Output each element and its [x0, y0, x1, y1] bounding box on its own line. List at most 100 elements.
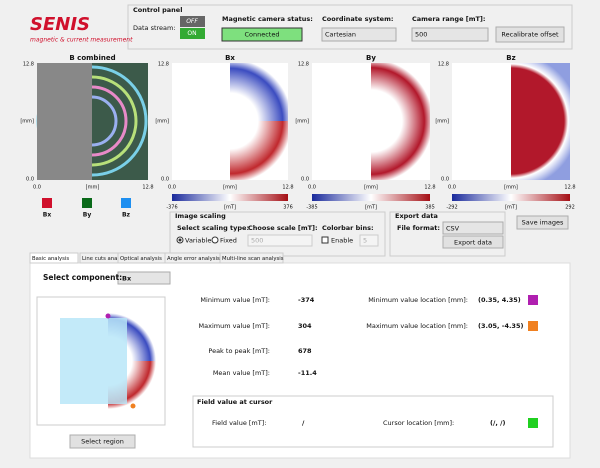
status-box — [221, 27, 303, 42]
export-frame — [389, 211, 506, 257]
selected-region[interactable] — [60, 318, 127, 404]
tab[interactable] — [219, 252, 284, 264]
label: Field value [mT]: — [212, 419, 266, 427]
cursor-location: (/, /) — [490, 419, 505, 427]
colorbar-label: -292 — [446, 205, 457, 211]
x-axis-label: 0.0 — [448, 185, 456, 191]
colorbar-label: [mT] — [365, 205, 377, 211]
max-marker — [130, 403, 136, 409]
enable-checkbox[interactable] — [321, 236, 329, 244]
label: File format: — [397, 224, 440, 232]
stat-value: 304 — [298, 322, 312, 330]
x-axis-label: 12.8 — [142, 185, 153, 191]
y-axis-label: 0.0 — [441, 177, 449, 183]
dropdown-value[interactable]: CSV — [446, 225, 460, 233]
max-location-swatch — [528, 321, 538, 331]
tab-label[interactable]: Multi-line scan analysis — [222, 256, 284, 262]
stat-label: Mean value [mT]: — [213, 369, 270, 377]
legend-label: By — [83, 212, 92, 219]
toggle-label: ON — [187, 30, 196, 37]
dropdown-value[interactable]: 500 — [415, 31, 427, 39]
y-axis-label: [mm] — [20, 119, 34, 125]
section-title: Control panel — [133, 6, 182, 14]
section-title: Export data — [395, 212, 438, 220]
label: Cursor location [mm]: — [383, 419, 454, 427]
x-axis-label: 0.0 — [168, 185, 176, 191]
cursor-swatch — [528, 418, 538, 428]
y-axis-label: [mm] — [295, 119, 309, 125]
legend-swatch — [42, 198, 52, 208]
button-label[interactable]: Export data — [454, 239, 492, 247]
colorbar-label: 385 — [425, 205, 435, 211]
y-axis-label: 12.8 — [158, 62, 169, 68]
bins-spinbox[interactable] — [359, 234, 379, 247]
plot-title: B combined — [69, 54, 115, 62]
dropdown-value[interactable]: Cartesian — [325, 31, 356, 39]
section-title: Field value at cursor — [197, 398, 273, 406]
radio-label[interactable]: Variable — [185, 237, 211, 245]
x-axis-label: 0.0 — [33, 185, 41, 191]
x-axis-label: [mm] — [86, 185, 100, 191]
export-button[interactable] — [442, 235, 504, 249]
input-value[interactable]: 500 — [251, 237, 263, 245]
range-dropdown[interactable] — [411, 27, 489, 42]
checkbox-label[interactable]: Enable — [331, 237, 353, 245]
by-field — [371, 63, 430, 180]
colorbar-label: -376 — [166, 205, 177, 211]
legend-swatch — [82, 198, 92, 208]
button-label[interactable]: Select region — [81, 438, 124, 446]
control-panel-frame — [127, 4, 573, 50]
y-axis-label: [mm] — [435, 119, 449, 125]
select-region-button[interactable] — [69, 434, 136, 449]
plot-title: Bz — [506, 54, 515, 62]
dropdown-value[interactable]: Bx — [122, 275, 132, 283]
legend-swatch — [121, 198, 131, 208]
format-dropdown[interactable] — [442, 221, 504, 235]
y-axis-label: [mm] — [155, 119, 169, 125]
radio-label[interactable]: Fixed — [220, 237, 237, 245]
tab-label[interactable]: Optical analysis — [120, 256, 162, 262]
location-value: (3.05, -4.35) — [478, 322, 523, 330]
colorbar-label: [mT] — [224, 205, 236, 211]
legend-label: Bz — [122, 212, 131, 219]
location-label: Minimum value location [mm]: — [368, 296, 468, 304]
min-location-swatch — [528, 295, 538, 305]
bx-positive — [230, 121, 288, 180]
coordinate-dropdown[interactable] — [321, 27, 397, 42]
y-axis-label: 0.0 — [26, 177, 34, 183]
stat-label: Peak to peak [mT]: — [208, 347, 270, 355]
logo: SENIS — [30, 14, 90, 35]
recalibrate-button[interactable] — [495, 26, 565, 43]
y-axis-label: 12.8 — [438, 62, 449, 68]
stat-value: -11.4 — [298, 369, 317, 377]
stat-label: Minimum value [mT]: — [200, 296, 270, 304]
component-dropdown[interactable] — [117, 271, 171, 285]
stat-value: -374 — [298, 296, 315, 304]
tab-label[interactable]: Basic analysis — [32, 256, 69, 262]
x-axis-label: 12.8 — [564, 185, 575, 191]
toggle-on[interactable] — [180, 28, 205, 39]
x-axis-label: [mm] — [223, 185, 237, 191]
colorbar-label: 292 — [565, 205, 575, 211]
y-axis-label: 0.0 — [161, 177, 169, 183]
tab-label[interactable]: Angle error analysis — [167, 256, 220, 262]
label: Data stream: — [133, 24, 176, 32]
toggle-label: OFF — [186, 18, 198, 25]
button-label[interactable]: Save images — [522, 219, 564, 227]
spinbox-value[interactable]: 5 — [363, 237, 367, 245]
x-axis-label: 12.8 — [282, 185, 293, 191]
stat-value: 678 — [298, 347, 312, 355]
tab-label[interactable]: Line cuts analysis — [82, 256, 129, 262]
scale-input[interactable] — [247, 234, 313, 247]
label: Select component: — [43, 273, 122, 282]
logo-tagline: magnetic & current measurement — [30, 37, 133, 44]
label: Select scaling type: — [177, 224, 249, 232]
save-images-button[interactable] — [516, 215, 569, 230]
tab[interactable] — [29, 252, 79, 264]
button-label[interactable]: Recalibrate offset — [501, 31, 559, 39]
location-label: Maximum value location [mm]: — [366, 322, 468, 330]
toggle-off[interactable] — [180, 16, 205, 27]
y-axis-label: 0.0 — [301, 177, 309, 183]
radio-fixed[interactable] — [211, 236, 219, 244]
